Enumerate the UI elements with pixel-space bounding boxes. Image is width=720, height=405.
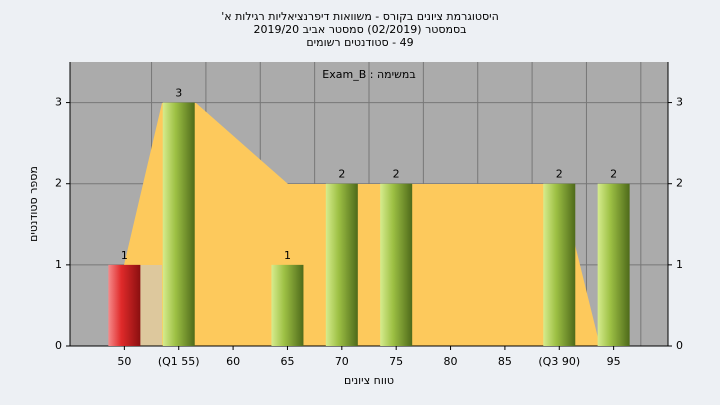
- y2-tick-label: 2: [676, 177, 683, 190]
- x-tick-label: 80: [444, 355, 458, 368]
- x-axis-label: טווח ציונים: [344, 374, 394, 387]
- value-label: 1: [121, 249, 128, 262]
- annotation: במשימה : Exam_B: [322, 68, 415, 81]
- y2-tick-label: 3: [676, 96, 683, 109]
- bar: [325, 183, 358, 346]
- x-tick-label: 60: [226, 355, 240, 368]
- x-tick-label: (Q1 55): [158, 355, 200, 368]
- x-tick-label: 85: [498, 355, 512, 368]
- value-label: 1: [284, 249, 291, 262]
- bar: [543, 183, 576, 346]
- bar: [597, 183, 630, 346]
- y2-tick-label: 0: [676, 339, 683, 352]
- x-tick-label: (Q3 90): [538, 355, 580, 368]
- bar: [162, 102, 195, 346]
- y-tick-label: 2: [55, 177, 62, 190]
- x-tick-label: 95: [607, 355, 621, 368]
- value-label: 2: [338, 168, 345, 181]
- chart-caption: 49 - סטודנטים רשומים: [306, 36, 413, 49]
- y-tick-label: 3: [55, 96, 62, 109]
- bar: [271, 264, 304, 346]
- x-tick-label: 50: [117, 355, 131, 368]
- y2-tick-label: 1: [676, 258, 683, 271]
- chart-subtitle: בסמסטר (02/2019) סמסטר אביב 2019/20: [253, 23, 466, 36]
- value-label: 2: [393, 168, 400, 181]
- x-tick-label: 70: [335, 355, 349, 368]
- x-tick-label: 65: [280, 355, 294, 368]
- value-label: 3: [175, 87, 182, 100]
- x-tick-label: 75: [389, 355, 403, 368]
- bar: [108, 264, 141, 346]
- y-tick-label: 1: [55, 258, 62, 271]
- chart-title: היסטוגרמת ציונים בקורס - משוואות דיפרנצי…: [221, 10, 499, 23]
- value-label: 2: [610, 168, 617, 181]
- y-axis-label: מספר סטודנטים: [27, 166, 40, 242]
- trend-area: [124, 103, 600, 346]
- y-tick-label: 0: [55, 339, 62, 352]
- bar: [380, 183, 413, 346]
- value-label: 2: [556, 168, 563, 181]
